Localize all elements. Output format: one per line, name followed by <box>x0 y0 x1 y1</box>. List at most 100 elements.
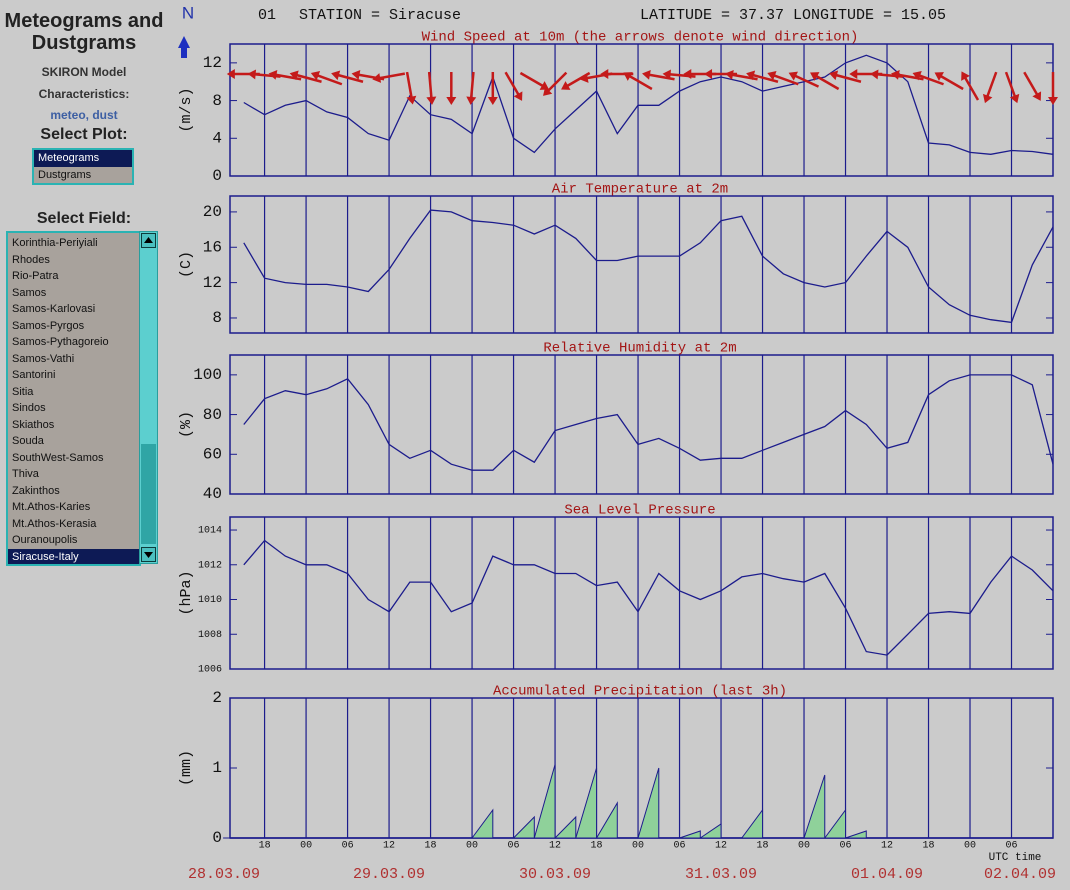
wind-arrow <box>1048 72 1058 105</box>
panel-title: Accumulated Precipitation (last 3h) <box>493 684 787 700</box>
north-arrow <box>178 36 190 58</box>
arrow-head <box>600 69 609 79</box>
y-tick-label: 12 <box>203 274 222 292</box>
field-option[interactable]: Santorini <box>12 369 56 381</box>
field-option[interactable]: Samos-Karlovasi <box>12 303 96 315</box>
arrow-shaft <box>985 71 998 99</box>
wind-arrow <box>788 71 820 88</box>
app-title: Meteograms and Dustgrams <box>4 10 164 54</box>
arrow-head <box>870 69 879 80</box>
wind-arrow <box>767 71 799 86</box>
wind-arrow <box>1023 71 1042 101</box>
wind-arrow <box>310 71 343 86</box>
x-tick-label: 18 <box>259 841 271 852</box>
field-option[interactable]: Sindos <box>12 402 46 414</box>
x-tick-label: 18 <box>757 841 769 852</box>
wind-arrow <box>746 70 779 83</box>
wind-arrow <box>623 72 653 91</box>
arrow-head <box>487 97 498 105</box>
arrow-head <box>331 70 341 81</box>
arrow-head <box>513 91 523 101</box>
arrow-head <box>289 70 299 81</box>
arrow-head <box>1032 91 1042 101</box>
field-option[interactable]: Ouranoupolis <box>12 534 78 546</box>
field-option[interactable]: Siracuse-Italy <box>8 548 139 564</box>
field-option[interactable]: Samos <box>12 286 47 299</box>
y-tick-label: 80 <box>203 406 222 424</box>
y-axis-label: (m/s) <box>178 87 195 132</box>
arrow-head <box>746 70 756 81</box>
field-option[interactable]: Sitia <box>12 385 34 398</box>
arrow-head <box>725 69 734 80</box>
sidebar: Meteograms and Dustgrams SKIRON Model Ch… <box>0 0 170 890</box>
wind-arrow <box>519 71 550 90</box>
arrow-shaft <box>405 71 414 100</box>
field-option[interactable]: Mt.Athos-Karies <box>12 501 91 513</box>
panel-frame <box>229 43 1054 177</box>
scrollbar[interactable] <box>139 231 158 564</box>
precip-tooth <box>595 801 618 839</box>
field-option[interactable]: Zakinthos <box>12 484 60 497</box>
y-tick-label: 4 <box>212 130 222 148</box>
panel-title: Sea Level Pressure <box>564 503 715 519</box>
wind-arrow <box>810 72 840 91</box>
arrow-head <box>788 71 798 81</box>
plot-listbox[interactable]: Meteograms Dustgrams <box>32 148 134 185</box>
scroll-thumb[interactable] <box>141 444 156 544</box>
field-option[interactable]: Rio-Patra <box>12 270 59 282</box>
plot-option[interactable]: Meteograms <box>34 150 132 167</box>
y-tick-label: 60 <box>203 446 222 464</box>
x-tick-label: 12 <box>715 841 727 852</box>
date-label: 29.03.09 <box>353 866 425 883</box>
wind-arrow <box>934 72 964 91</box>
field-option[interactable]: Samos-Pyrgos <box>12 319 85 332</box>
arrow-head <box>372 73 382 83</box>
field-option[interactable]: Skiathos <box>12 418 55 431</box>
field-option[interactable]: Souda <box>12 435 44 447</box>
wind-arrow <box>504 71 523 101</box>
precip-tooth <box>803 774 826 839</box>
arrow-shaft <box>771 73 799 86</box>
y-tick-label: 0 <box>212 829 222 847</box>
field-option[interactable]: Mt.Athos-Kerasia <box>12 517 97 530</box>
precip-tooth <box>553 815 577 839</box>
scroll-up[interactable] <box>141 233 156 248</box>
wind-arrow <box>487 72 498 105</box>
field-option[interactable]: Thiva <box>12 468 39 480</box>
arrow-shaft <box>504 71 521 98</box>
select-plot-label: Select Plot: <box>40 126 128 143</box>
x-tick-label: 06 <box>508 841 520 852</box>
characteristics: meteo, dust <box>50 108 118 122</box>
y-axis-label: (C) <box>178 251 195 278</box>
x-axis-label: UTC time <box>989 852 1042 864</box>
arrow-shaft <box>750 73 779 83</box>
wind-arrow <box>1004 71 1020 104</box>
y-tick-label: 20 <box>203 203 222 221</box>
y-axis-label: (mm) <box>178 750 195 786</box>
arrow-head <box>539 81 550 90</box>
field-option[interactable]: Rhodes <box>12 253 50 266</box>
y-tick-label: 1008 <box>198 630 222 641</box>
arrow-shaft <box>335 73 364 83</box>
data-line <box>243 374 1054 471</box>
field-option[interactable]: SouthWest-Samos <box>12 451 104 464</box>
field-option[interactable]: Korinthia-Periyiali <box>12 237 98 249</box>
arrow-head <box>683 69 692 79</box>
arrow-head <box>579 73 589 83</box>
x-tick-label: 00 <box>300 841 312 852</box>
station: STATION = Siracuse <box>299 7 461 24</box>
station-number: 01 <box>258 7 276 24</box>
field-option[interactable]: Samos-Pythagoreio <box>12 336 109 348</box>
scroll-down[interactable] <box>141 547 156 562</box>
precip-tooth <box>679 830 701 839</box>
date-label: 31.03.09 <box>685 866 757 883</box>
plot-option[interactable]: Dustgrams <box>38 168 92 181</box>
x-tick-label: 18 <box>923 841 935 852</box>
precip-tooth <box>823 808 847 839</box>
arrow-shaft <box>938 73 964 91</box>
arrow-head <box>268 69 278 80</box>
field-option[interactable]: Samos-Vathi <box>12 352 75 365</box>
wind-arrow <box>982 71 998 104</box>
